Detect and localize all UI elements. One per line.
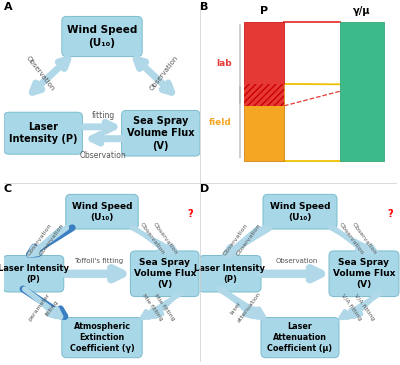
FancyBboxPatch shape (62, 318, 142, 358)
Text: fitting: fitting (91, 111, 115, 120)
Text: Observation: Observation (151, 222, 178, 256)
Text: Mie fitting: Mie fitting (154, 293, 176, 322)
Text: Observation: Observation (223, 223, 249, 257)
Text: C: C (4, 184, 12, 194)
Text: Observation: Observation (25, 54, 56, 92)
Text: Sea Spray
Volume Flux
(V): Sea Spray Volume Flux (V) (134, 258, 196, 289)
Text: ?: ? (187, 209, 193, 219)
FancyBboxPatch shape (4, 112, 82, 154)
Text: γ/μ: γ/μ (353, 6, 371, 16)
Text: Laser
Attenuation
Coefficient (μ): Laser Attenuation Coefficient (μ) (268, 322, 332, 353)
Text: Observation: Observation (139, 222, 165, 256)
Text: Laser Intensity
(P): Laser Intensity (P) (0, 264, 69, 284)
Text: Observation: Observation (80, 150, 126, 160)
Bar (244, 84, 284, 161)
FancyBboxPatch shape (199, 255, 261, 292)
Text: D: D (200, 184, 209, 194)
Text: Wind Speed
(U₁₀): Wind Speed (U₁₀) (270, 201, 330, 222)
Text: Toffoli's fitting: Toffoli's fitting (74, 258, 123, 264)
Text: field: field (209, 118, 231, 127)
FancyBboxPatch shape (130, 251, 199, 296)
Text: Sea Spray
Volume Flux
(V): Sea Spray Volume Flux (V) (333, 258, 395, 289)
FancyBboxPatch shape (62, 16, 142, 57)
Text: Observation: Observation (351, 222, 377, 256)
Text: Wind Speed
(U₁₀): Wind Speed (U₁₀) (72, 201, 132, 222)
Text: V/A fitting: V/A fitting (353, 293, 375, 322)
Text: Observation: Observation (148, 54, 179, 92)
Text: attenuation: attenuation (236, 291, 262, 324)
Text: B: B (200, 2, 208, 12)
Text: Sea Spray
Volume Flux
(V): Sea Spray Volume Flux (V) (127, 116, 194, 151)
Text: Laser Intensity
(P): Laser Intensity (P) (194, 264, 266, 284)
FancyBboxPatch shape (263, 194, 337, 229)
Text: Atmospheric
Extinction
Coefficient (γ): Atmospheric Extinction Coefficient (γ) (70, 322, 134, 353)
Text: fitting: fitting (44, 299, 60, 316)
Text: Mie fitting: Mie fitting (141, 293, 163, 322)
Bar (340, 22, 384, 161)
Text: V/A fitting: V/A fitting (340, 293, 362, 322)
Text: Wind Speed
(U₁₀): Wind Speed (U₁₀) (67, 25, 137, 48)
FancyBboxPatch shape (329, 251, 399, 296)
Text: ?: ? (387, 209, 393, 219)
Text: Observation: Observation (338, 222, 364, 256)
Bar (244, 84, 284, 106)
FancyBboxPatch shape (261, 318, 339, 358)
Text: Laser
Intensity (P): Laser Intensity (P) (9, 122, 78, 145)
Text: Observation: Observation (275, 258, 318, 264)
Text: Observation: Observation (39, 223, 65, 257)
FancyBboxPatch shape (3, 255, 64, 292)
Text: Observation: Observation (236, 223, 262, 257)
Bar (244, 22, 284, 84)
Text: P: P (260, 6, 268, 16)
Text: laser: laser (230, 300, 242, 315)
FancyBboxPatch shape (122, 110, 200, 156)
Text: Observation: Observation (26, 223, 53, 257)
Text: A: A (4, 2, 13, 12)
Text: lab: lab (216, 59, 232, 68)
Text: parameter: parameter (28, 292, 51, 323)
FancyBboxPatch shape (66, 194, 138, 229)
